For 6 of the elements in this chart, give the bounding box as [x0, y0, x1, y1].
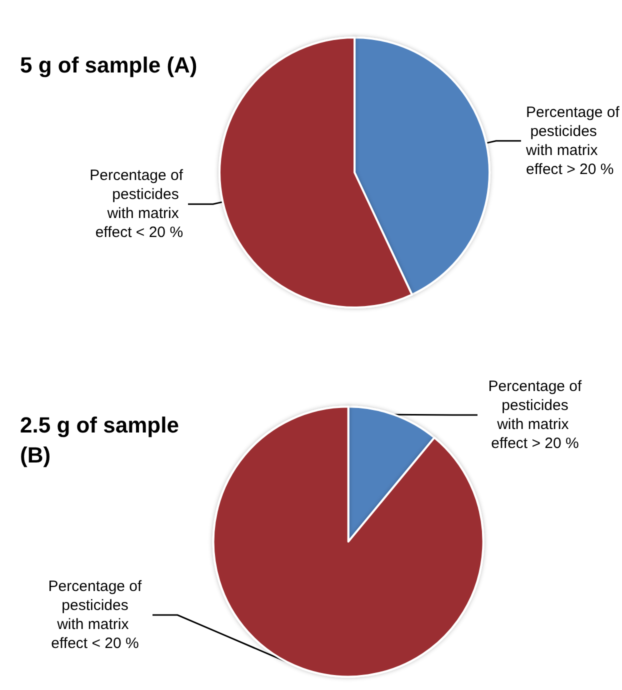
slice-label: Percentage of pesticides with matrix effect > 20 %: [488, 378, 583, 452]
text: 2.5 g of sample (B): [20, 412, 186, 468]
slice-label: Percentage of pesticides with matrix effect < 20 %: [48, 578, 143, 652]
text: 5 g of sample (A): [20, 52, 198, 78]
slice-label: Percentage of pesticides with matrix effect < 20 %: [90, 167, 184, 242]
slice-label: Percentage of pesticides with matrix effect > 20 %: [525, 104, 620, 178]
